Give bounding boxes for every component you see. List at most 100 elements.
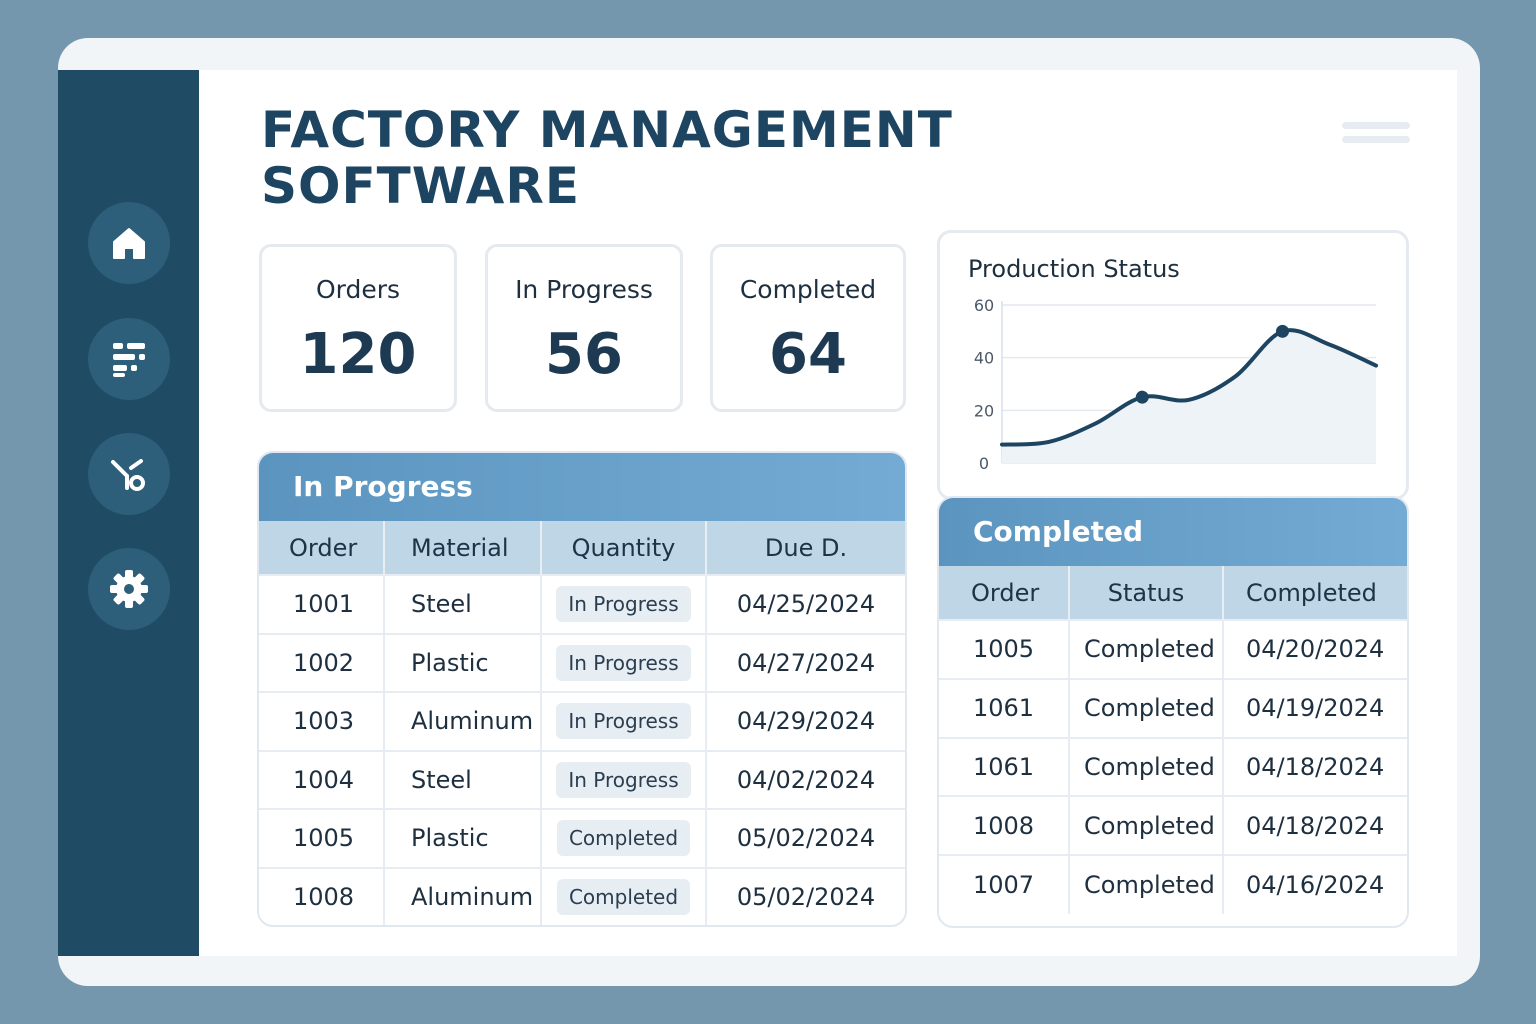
table-header-row: Order Status Completed — [939, 566, 1407, 620]
data-point — [1135, 390, 1149, 404]
series-line — [1000, 328, 1378, 447]
table-cell: In Progress — [541, 632, 707, 692]
stat-label: In Progress — [515, 275, 653, 304]
table-cell: In Progress — [541, 574, 707, 634]
dashboard-icon — [113, 343, 145, 377]
stat-value: 120 — [299, 322, 417, 387]
table-row[interactable]: 1001 Steel In Progress 04/25/2024 — [259, 574, 905, 634]
status-badge: Completed — [556, 879, 691, 916]
table-cell: Completed — [1069, 795, 1224, 856]
table-cell: 1004 — [259, 749, 385, 809]
table-cell: 1007 — [939, 854, 1070, 914]
table-row[interactable]: 1008 Completed 04/18/2024 — [939, 795, 1407, 856]
completed-table: Order Status Completed 1005 Completed 04/2… — [939, 566, 1407, 914]
menu-icon[interactable] — [1342, 112, 1410, 144]
table-cell: 04/20/2024 — [1223, 619, 1407, 679]
sidebar — [58, 70, 199, 956]
table-row[interactable]: 1005 Completed 04/20/2024 — [939, 619, 1407, 679]
table-cell: Steel — [384, 574, 542, 634]
table-row[interactable]: 1003 Aluminum In Progress 04/29/2024 — [259, 691, 905, 751]
chart-title: Production Status — [968, 255, 1180, 283]
table-cell: Completed — [541, 808, 707, 868]
table-cell: 04/29/2024 — [706, 691, 905, 751]
column-header[interactable]: Order — [259, 521, 385, 575]
column-header[interactable]: Due D. — [706, 521, 905, 575]
stat-value: 56 — [545, 322, 623, 387]
table-cell: Completed — [1069, 736, 1224, 797]
column-header[interactable]: Completed — [1223, 566, 1407, 620]
table-cell: 04/16/2024 — [1223, 854, 1407, 914]
column-header[interactable]: Quantity — [541, 521, 707, 575]
gear-icon — [110, 570, 148, 608]
table-cell: Aluminum — [384, 691, 542, 751]
production-status-chart: Production Status 60 40 20 0 — [937, 230, 1409, 500]
status-badge: In Progress — [556, 703, 691, 740]
table-cell: In Progress — [541, 749, 707, 809]
table-cell: Completed — [1069, 677, 1224, 738]
table-cell: 1001 — [259, 574, 385, 634]
stat-value: 64 — [769, 322, 847, 387]
table-header-row: Order Material Quantity Due D. — [259, 521, 905, 575]
in-progress-table-card: In Progress Order Material Quantity Due … — [257, 451, 907, 927]
table-cell: 04/18/2024 — [1223, 736, 1407, 797]
in-progress-table: Order Material Quantity Due D. 1001 Steel… — [259, 521, 905, 925]
table-row[interactable]: 1002 Plastic In Progress 04/27/2024 — [259, 632, 905, 692]
table-cell: 04/25/2024 — [706, 574, 905, 634]
stat-card-in-progress: In Progress 56 — [485, 244, 683, 412]
table-cell: 1003 — [259, 691, 385, 751]
table-cell: 05/02/2024 — [706, 866, 905, 925]
table-cell: 1002 — [259, 632, 385, 692]
stat-card-completed: Completed 64 — [710, 244, 906, 412]
sidebar-item-settings[interactable] — [88, 548, 170, 630]
status-badge: Completed — [556, 820, 691, 857]
table-cell: Plastic — [384, 808, 542, 868]
main-panel: FACTORY MANAGEMENT SOFTWARE Orders 120 I… — [199, 70, 1457, 956]
table-cell: Completed — [1069, 619, 1224, 679]
table-cell: Completed — [541, 866, 707, 925]
status-badge: In Progress — [556, 761, 691, 798]
stat-label: Completed — [739, 275, 877, 304]
column-header[interactable]: Status — [1069, 566, 1224, 620]
workflow-icon — [111, 459, 145, 491]
table-cell: 04/27/2024 — [706, 632, 905, 692]
table-cell: Completed — [1069, 854, 1224, 914]
table-cell: 1008 — [939, 795, 1070, 856]
table-row[interactable]: 1005 Plastic Completed 05/02/2024 — [259, 808, 905, 868]
table-cell: 05/02/2024 — [706, 808, 905, 868]
table-row[interactable]: 1004 Steel In Progress 04/02/2024 — [259, 749, 905, 809]
completed-title: Completed — [939, 498, 1407, 566]
stat-card-orders: Orders 120 — [259, 244, 457, 412]
table-cell: Steel — [384, 749, 542, 809]
y-tick-label: 0 — [979, 454, 989, 473]
chart-plot: 60 40 20 0 — [974, 296, 1378, 473]
table-cell: Plastic — [384, 632, 542, 692]
table-row[interactable]: 1061 Completed 04/18/2024 — [939, 736, 1407, 797]
y-tick-label: 40 — [974, 349, 994, 368]
page-title: FACTORY MANAGEMENT SOFTWARE — [261, 101, 953, 215]
stat-label: Orders — [315, 275, 401, 304]
table-cell: 04/02/2024 — [706, 749, 905, 809]
column-header[interactable]: Material — [384, 521, 542, 575]
table-cell: In Progress — [541, 691, 707, 751]
y-tick-label: 20 — [974, 401, 994, 420]
status-badge: In Progress — [556, 586, 691, 623]
table-row[interactable]: 1061 Completed 04/19/2024 — [939, 677, 1407, 738]
sidebar-item-dashboard[interactable] — [88, 318, 170, 400]
home-icon — [113, 228, 145, 259]
area-fill — [1002, 330, 1376, 463]
completed-table-card: Completed Order Status Completed 1005 Com… — [937, 496, 1409, 928]
y-tick-label: 60 — [974, 296, 994, 315]
column-header[interactable]: Order — [939, 566, 1070, 620]
table-cell: 1061 — [939, 677, 1070, 738]
table-cell: 1061 — [939, 736, 1070, 797]
app-window: FACTORY MANAGEMENT SOFTWARE Orders 120 I… — [58, 38, 1480, 986]
table-cell: 04/19/2024 — [1223, 677, 1407, 738]
table-cell: 1005 — [259, 808, 385, 868]
sidebar-item-workflow[interactable] — [88, 433, 170, 515]
table-cell: 04/18/2024 — [1223, 795, 1407, 856]
table-row[interactable]: 1008 Aluminum Completed 05/02/2024 — [259, 866, 905, 925]
table-row[interactable]: 1007 Completed 04/16/2024 — [939, 854, 1407, 914]
status-badge: In Progress — [556, 644, 691, 681]
sidebar-item-home[interactable] — [88, 202, 170, 284]
in-progress-title: In Progress — [259, 453, 905, 521]
